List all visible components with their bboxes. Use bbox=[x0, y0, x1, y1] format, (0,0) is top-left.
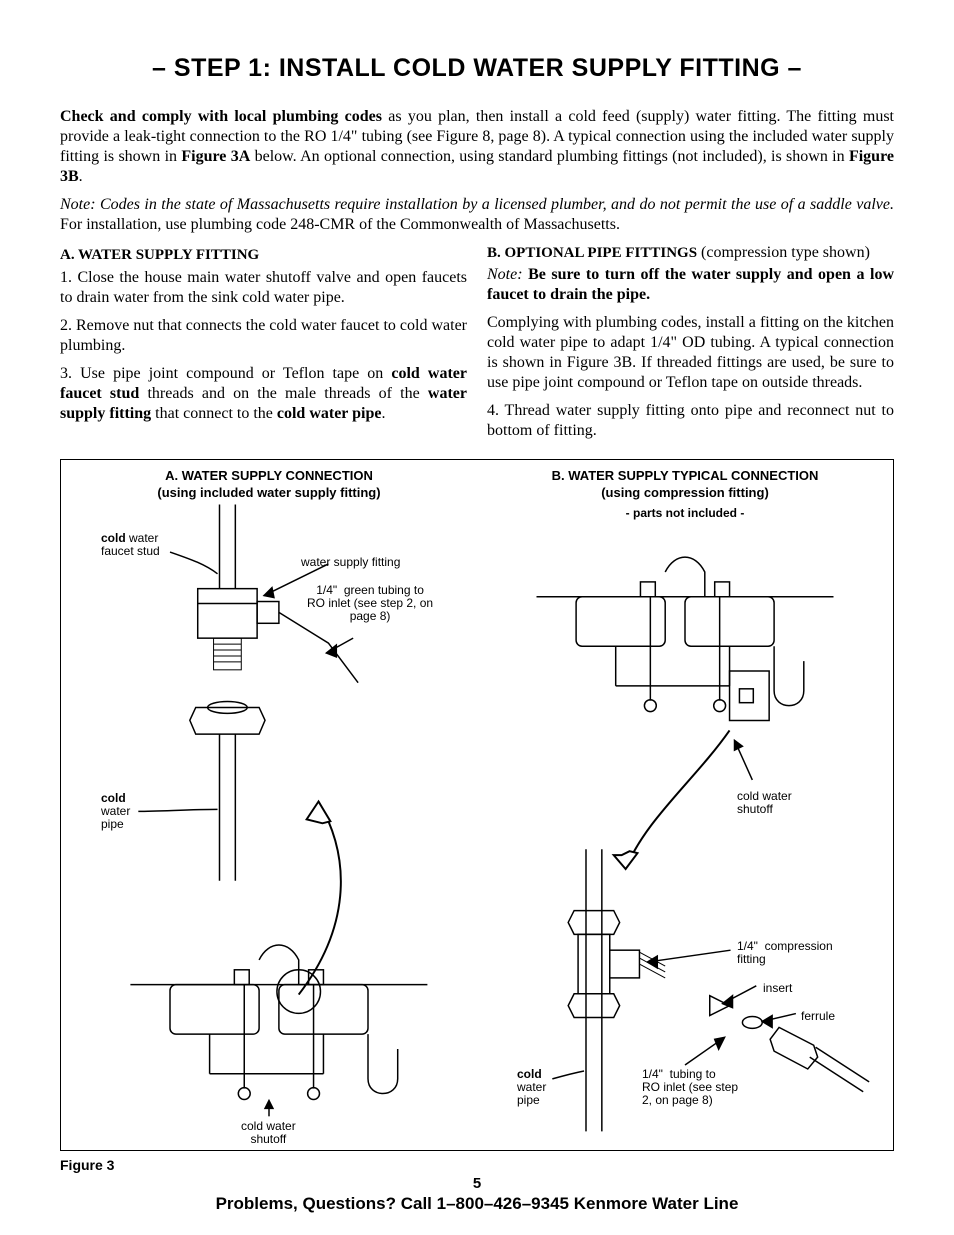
fig-a-sub: (using included water supply fitting) bbox=[71, 485, 467, 502]
figure-a: A. WATER SUPPLY CONNECTION (using includ… bbox=[61, 460, 477, 1150]
page-title: – STEP 1: INSTALL COLD WATER SUPPLY FITT… bbox=[60, 54, 894, 83]
label-b-insert: insert bbox=[763, 982, 792, 995]
fig-b-drawing: cold watershutoff 1/4" compressionfittin… bbox=[487, 520, 883, 1144]
col-a-head: A. WATER SUPPLY FITTING bbox=[60, 247, 467, 264]
label-stud: cold waterfaucet stud bbox=[101, 532, 160, 558]
label-b-tubing: 1/4" tubing toRO inlet (see step2, on pa… bbox=[642, 1068, 738, 1108]
col-b-head: B. OPTIONAL PIPE FITTINGS (compression t… bbox=[487, 243, 894, 263]
fig-b-head: B. WATER SUPPLY TYPICAL CONNECTION bbox=[487, 468, 883, 485]
col-b-p1: Complying with plumbing codes, install a… bbox=[487, 313, 894, 393]
note-rest: For installation, use plumbing code 248-… bbox=[60, 216, 620, 233]
fig-b-note: - parts not included - bbox=[487, 506, 883, 520]
figure-caption: Figure 3 bbox=[60, 1157, 894, 1173]
note-lead: Note: Codes in the state of Massachusett… bbox=[60, 196, 894, 213]
col-a-step3: 3. Use pipe joint compound or Teflon tap… bbox=[60, 364, 467, 424]
colb-notea: Note: bbox=[487, 266, 523, 283]
label-pipe: coldwaterpipe bbox=[101, 792, 130, 832]
label-shutoff: cold watershutoff bbox=[241, 1120, 296, 1146]
label-b-pipe-bold: cold bbox=[517, 1067, 542, 1081]
page-number: 5 bbox=[60, 1175, 894, 1192]
fig-b-svg bbox=[487, 520, 883, 1144]
s3e: that connect to the bbox=[151, 405, 277, 422]
label-b-compfit: 1/4" compressionfitting bbox=[737, 940, 833, 966]
label-stud-bold: cold bbox=[101, 531, 126, 545]
intro-fig3a: Figure 3A bbox=[181, 148, 250, 165]
col-a-step2: 2. Remove nut that connects the cold wat… bbox=[60, 316, 467, 356]
label-pipe-bold: cold bbox=[101, 791, 126, 805]
fig-a-drawing: cold waterfaucet stud water supply fitti… bbox=[71, 502, 467, 1146]
figure-box: A. WATER SUPPLY CONNECTION (using includ… bbox=[60, 459, 894, 1151]
intro-paragraph: Check and comply with local plumbing cod… bbox=[60, 107, 894, 187]
column-a: A. WATER SUPPLY FITTING 1. Close the hou… bbox=[60, 243, 467, 449]
figure-b: B. WATER SUPPLY TYPICAL CONNECTION (usin… bbox=[477, 460, 893, 1150]
footer-line: Problems, Questions? Call 1–800–426–9345… bbox=[60, 1194, 894, 1214]
text-columns: A. WATER SUPPLY FITTING 1. Close the hou… bbox=[60, 243, 894, 449]
s3c: threads and on the male threads of the bbox=[139, 385, 428, 402]
label-b-ferrule: ferrule bbox=[801, 1010, 835, 1023]
note-paragraph: Note: Codes in the state of Massachusett… bbox=[60, 195, 894, 235]
label-b-pipe: coldwaterpipe bbox=[517, 1068, 546, 1108]
colb-noteb: Be sure to turn off the water supply and… bbox=[487, 266, 894, 303]
page: – STEP 1: INSTALL COLD WATER SUPPLY FITT… bbox=[0, 0, 954, 1235]
fig-a-head: A. WATER SUPPLY CONNECTION bbox=[71, 468, 467, 485]
col-a-step1: 1. Close the house main water shutoff va… bbox=[60, 268, 467, 308]
s3f: cold water pipe bbox=[277, 405, 382, 422]
label-b-shutoff: cold watershutoff bbox=[737, 790, 792, 816]
col-b-step4: 4. Thread water supply fitting onto pipe… bbox=[487, 401, 894, 441]
intro-rest2: below. An optional connection, using sta… bbox=[250, 148, 849, 165]
colb-heada: B. OPTIONAL PIPE FITTINGS bbox=[487, 245, 697, 261]
colb-headb: (compression type shown) bbox=[697, 244, 870, 261]
label-fitting: water supply fitting bbox=[301, 556, 400, 569]
label-tubing: 1/4" green tubing toRO inlet (see step 2… bbox=[307, 584, 433, 624]
s3g: . bbox=[381, 405, 385, 422]
col-b-note: Note: Be sure to turn off the water supp… bbox=[487, 265, 894, 305]
s3a: 3. Use pipe joint compound or Teflon tap… bbox=[60, 365, 391, 382]
fig-b-sub: (using compression fitting) bbox=[487, 485, 883, 502]
intro-lead: Check and comply with local plumbing cod… bbox=[60, 108, 382, 125]
column-b: B. OPTIONAL PIPE FITTINGS (compression t… bbox=[487, 243, 894, 449]
intro-end: . bbox=[79, 168, 83, 185]
